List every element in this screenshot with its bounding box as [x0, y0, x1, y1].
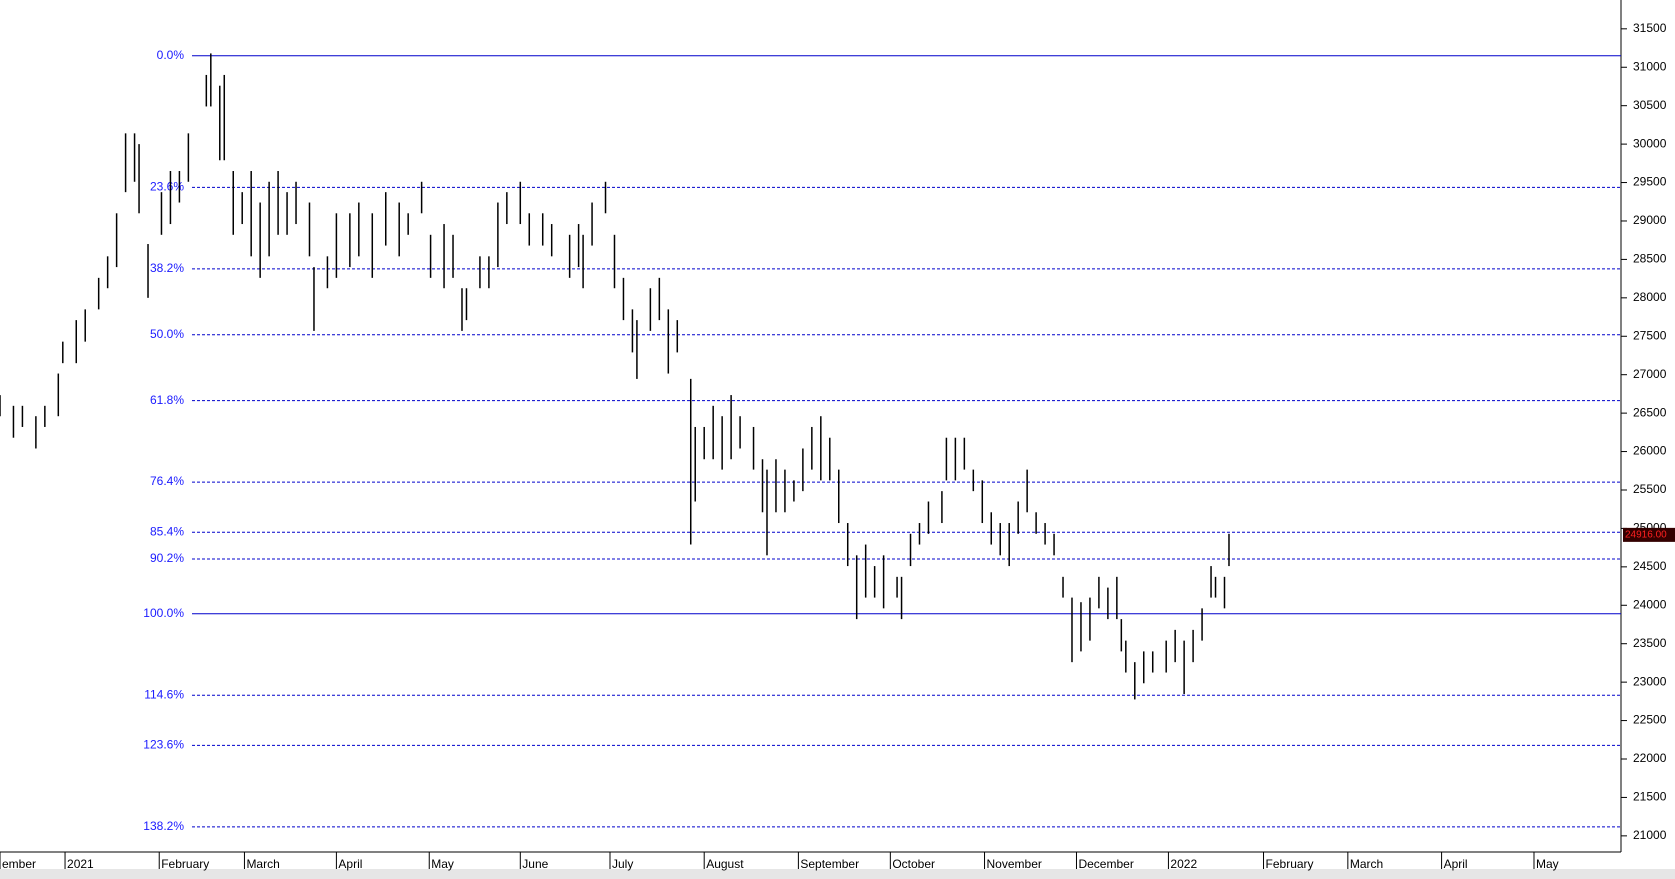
x-tick-label: March	[1350, 857, 1383, 871]
y-tick-label: 28500	[1633, 252, 1667, 266]
y-tick-label: 22000	[1633, 751, 1667, 765]
y-tick-label: 29000	[1633, 213, 1667, 227]
fib-label: 85.4%	[150, 524, 184, 538]
y-tick-label: 22500	[1633, 713, 1667, 727]
fib-label: 0.0%	[157, 48, 185, 62]
scrollbar	[0, 869, 1675, 879]
fib-label: 76.4%	[150, 474, 184, 488]
x-tick-label: 2022	[1170, 857, 1197, 871]
x-tick-label: September	[800, 857, 859, 871]
fib-label: 100.0%	[143, 606, 184, 620]
y-tick-label: 27000	[1633, 367, 1667, 381]
x-tick-label: ember	[2, 857, 36, 871]
x-tick-label: February	[1266, 857, 1314, 871]
x-tick-label: February	[161, 857, 209, 871]
y-tick-label: 26000	[1633, 444, 1667, 458]
x-tick-label: June	[522, 857, 548, 871]
fib-label: 90.2%	[150, 551, 184, 565]
y-tick-label: 24000	[1633, 597, 1667, 611]
y-tick-label: 30500	[1633, 98, 1667, 112]
y-tick-label: 23500	[1633, 636, 1667, 650]
y-tick-label: 26500	[1633, 405, 1667, 419]
x-tick-label: April	[338, 857, 362, 871]
last-price-box	[1623, 527, 1675, 542]
x-tick-label: July	[612, 857, 633, 871]
x-tick-label: December	[1078, 857, 1133, 871]
y-tick-label: 25500	[1633, 482, 1667, 496]
y-tick-label: 30000	[1633, 136, 1667, 150]
y-tick-label: 28000	[1633, 290, 1667, 304]
last-price-label: 24916.00	[1625, 530, 1667, 541]
fib-label: 50.0%	[150, 327, 184, 341]
x-tick-label: October	[892, 857, 935, 871]
x-tick-label: May	[1536, 857, 1559, 871]
x-tick-label: November	[987, 857, 1042, 871]
y-tick-label: 31000	[1633, 59, 1667, 73]
x-tick-label: August	[706, 857, 744, 871]
y-tick-label: 29500	[1633, 175, 1667, 189]
y-tick-label: 23000	[1633, 674, 1667, 688]
x-tick-label: April	[1444, 857, 1468, 871]
y-tick-label: 27500	[1633, 328, 1667, 342]
y-tick-label: 21500	[1633, 790, 1667, 804]
fib-label: 138.2%	[143, 819, 184, 833]
y-tick-label: 24500	[1633, 559, 1667, 573]
x-tick-label: 2021	[67, 857, 94, 871]
fib-label: 23.6%	[150, 180, 184, 194]
y-tick-label: 31500	[1633, 21, 1667, 35]
fib-label: 61.8%	[150, 393, 184, 407]
x-tick-label: March	[246, 857, 279, 871]
x-tick-label: May	[431, 857, 454, 871]
y-tick-label: 21000	[1633, 828, 1667, 842]
fib-label: 114.6%	[144, 687, 184, 701]
fib-label: 38.2%	[150, 261, 184, 275]
fib-label: 123.6%	[143, 738, 184, 752]
